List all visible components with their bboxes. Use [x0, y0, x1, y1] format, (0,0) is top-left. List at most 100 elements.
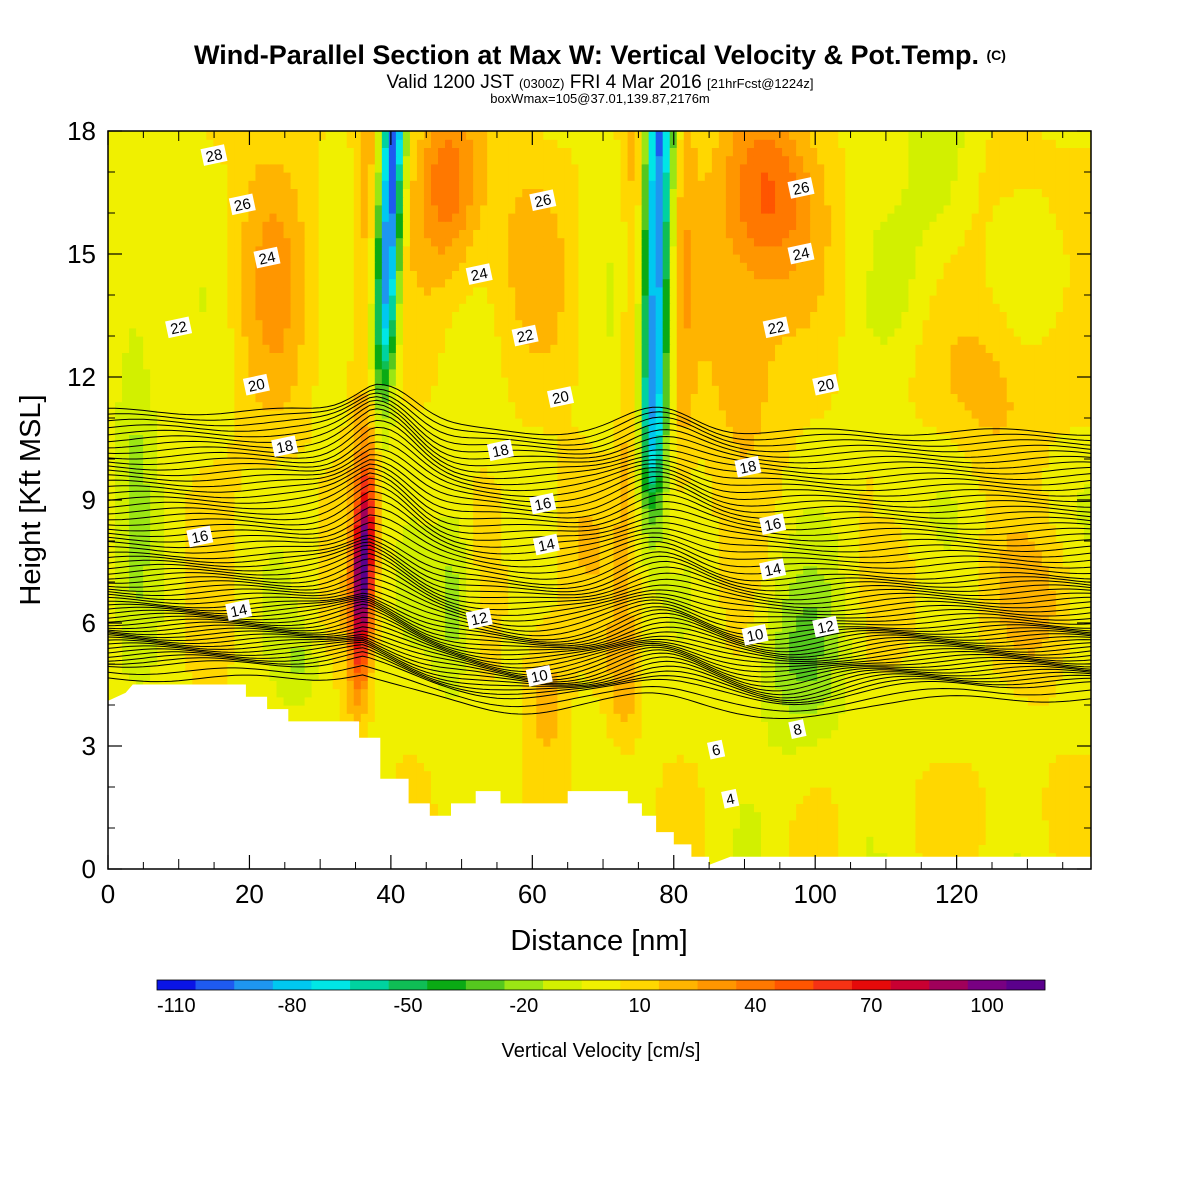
velocity-cell: [655, 655, 664, 665]
velocity-cell: [416, 614, 425, 624]
velocity-cell: [859, 705, 867, 714]
velocity-cell: [901, 770, 910, 780]
velocity-cell: [543, 746, 551, 755]
velocity-cell: [564, 696, 573, 706]
velocity-cell: [480, 664, 488, 673]
velocity-cell: [536, 598, 544, 608]
velocity-cell: [669, 664, 678, 673]
velocity-cell: [290, 598, 299, 608]
velocity-cell: [550, 631, 558, 640]
velocity-cell: [831, 598, 839, 608]
velocity-cell: [824, 754, 832, 763]
velocity-cell: [381, 680, 390, 690]
velocity-cell: [402, 598, 411, 608]
velocity-cell: [550, 705, 558, 714]
velocity-cell: [311, 647, 320, 657]
velocity-cell: [971, 828, 980, 837]
velocity-cell: [915, 787, 924, 796]
velocity-cell: [585, 647, 594, 657]
velocity-cell: [332, 582, 341, 591]
velocity-cell: [985, 647, 994, 657]
velocity-cell: [775, 582, 783, 591]
velocity-cell: [564, 647, 573, 657]
velocity-cell: [515, 590, 523, 599]
velocity-cell: [374, 705, 383, 714]
velocity-cell: [817, 770, 825, 780]
velocity-cell: [192, 672, 200, 681]
velocity-cell: [529, 590, 537, 599]
velocity-cell: [866, 737, 874, 747]
velocity-cell: [423, 680, 432, 690]
velocity-cell: [318, 631, 327, 640]
velocity-cell: [515, 696, 523, 706]
velocity-cell: [571, 754, 580, 763]
velocity-cell: [901, 606, 910, 616]
velocity-cell: [550, 713, 558, 722]
velocity-cell: [866, 819, 874, 829]
velocity-cell: [367, 614, 376, 624]
velocity-cell: [796, 795, 804, 804]
velocity-cell: [1083, 721, 1091, 731]
velocity-cell: [887, 655, 895, 665]
velocity-cell: [1034, 623, 1043, 632]
velocity-cell: [887, 672, 895, 681]
velocity-cell: [732, 614, 741, 624]
velocity-cell: [894, 680, 903, 690]
velocity-cell: [999, 672, 1008, 681]
velocity-cell: [1013, 721, 1022, 731]
velocity-cell: [522, 688, 530, 698]
velocity-cell: [241, 631, 250, 640]
velocity-cell: [922, 647, 931, 657]
velocity-cell: [508, 762, 516, 772]
velocity-cell: [810, 737, 818, 747]
velocity-cell: [1034, 688, 1043, 698]
velocity-cell: [803, 795, 811, 804]
velocity-cell: [929, 819, 938, 829]
velocity-cell: [620, 778, 629, 788]
velocity-cell: [908, 664, 917, 673]
velocity-cell: [634, 787, 643, 796]
velocity-cell: [620, 746, 629, 755]
velocity-cell: [122, 623, 130, 632]
velocity-cell: [1041, 729, 1050, 739]
velocity-cell: [887, 598, 895, 608]
velocity-cell: [648, 746, 657, 755]
velocity-cell: [122, 639, 130, 649]
velocity-cell: [445, 762, 453, 772]
velocity-cell: [887, 713, 895, 722]
velocity-cell: [529, 606, 537, 616]
velocity-cell: [557, 787, 565, 796]
velocity-cell: [936, 696, 945, 706]
velocity-cell: [599, 770, 608, 780]
velocity-cell: [908, 598, 917, 608]
velocity-cell: [915, 623, 924, 632]
velocity-cell: [325, 672, 334, 681]
velocity-cell: [669, 737, 678, 747]
velocity-cell: [445, 713, 453, 722]
velocity-cell: [782, 811, 790, 821]
velocity-cell: [978, 655, 987, 665]
velocity-cell: [739, 778, 748, 788]
velocity-cell: [543, 778, 551, 788]
velocity-cell: [810, 713, 818, 722]
velocity-cell: [627, 598, 636, 608]
velocity-cell: [964, 721, 973, 731]
velocity-cell: [943, 598, 952, 608]
velocity-cell: [459, 631, 467, 640]
velocity-cell: [1076, 828, 1085, 837]
velocity-cell: [887, 803, 895, 813]
velocity-cell: [1020, 754, 1029, 763]
velocity-cell: [1027, 688, 1036, 698]
velocity-cell: [782, 754, 790, 763]
velocity-cell: [943, 746, 952, 755]
velocity-cell: [1048, 836, 1057, 845]
velocity-cell: [1020, 737, 1029, 747]
velocity-cell: [374, 688, 383, 698]
velocity-cell: [873, 795, 881, 804]
velocity-cell: [711, 721, 720, 731]
velocity-cell: [501, 688, 509, 698]
velocity-cell: [739, 828, 748, 837]
velocity-cell: [964, 606, 973, 616]
velocity-cell: [136, 664, 144, 673]
velocity-cell: [1055, 746, 1064, 755]
